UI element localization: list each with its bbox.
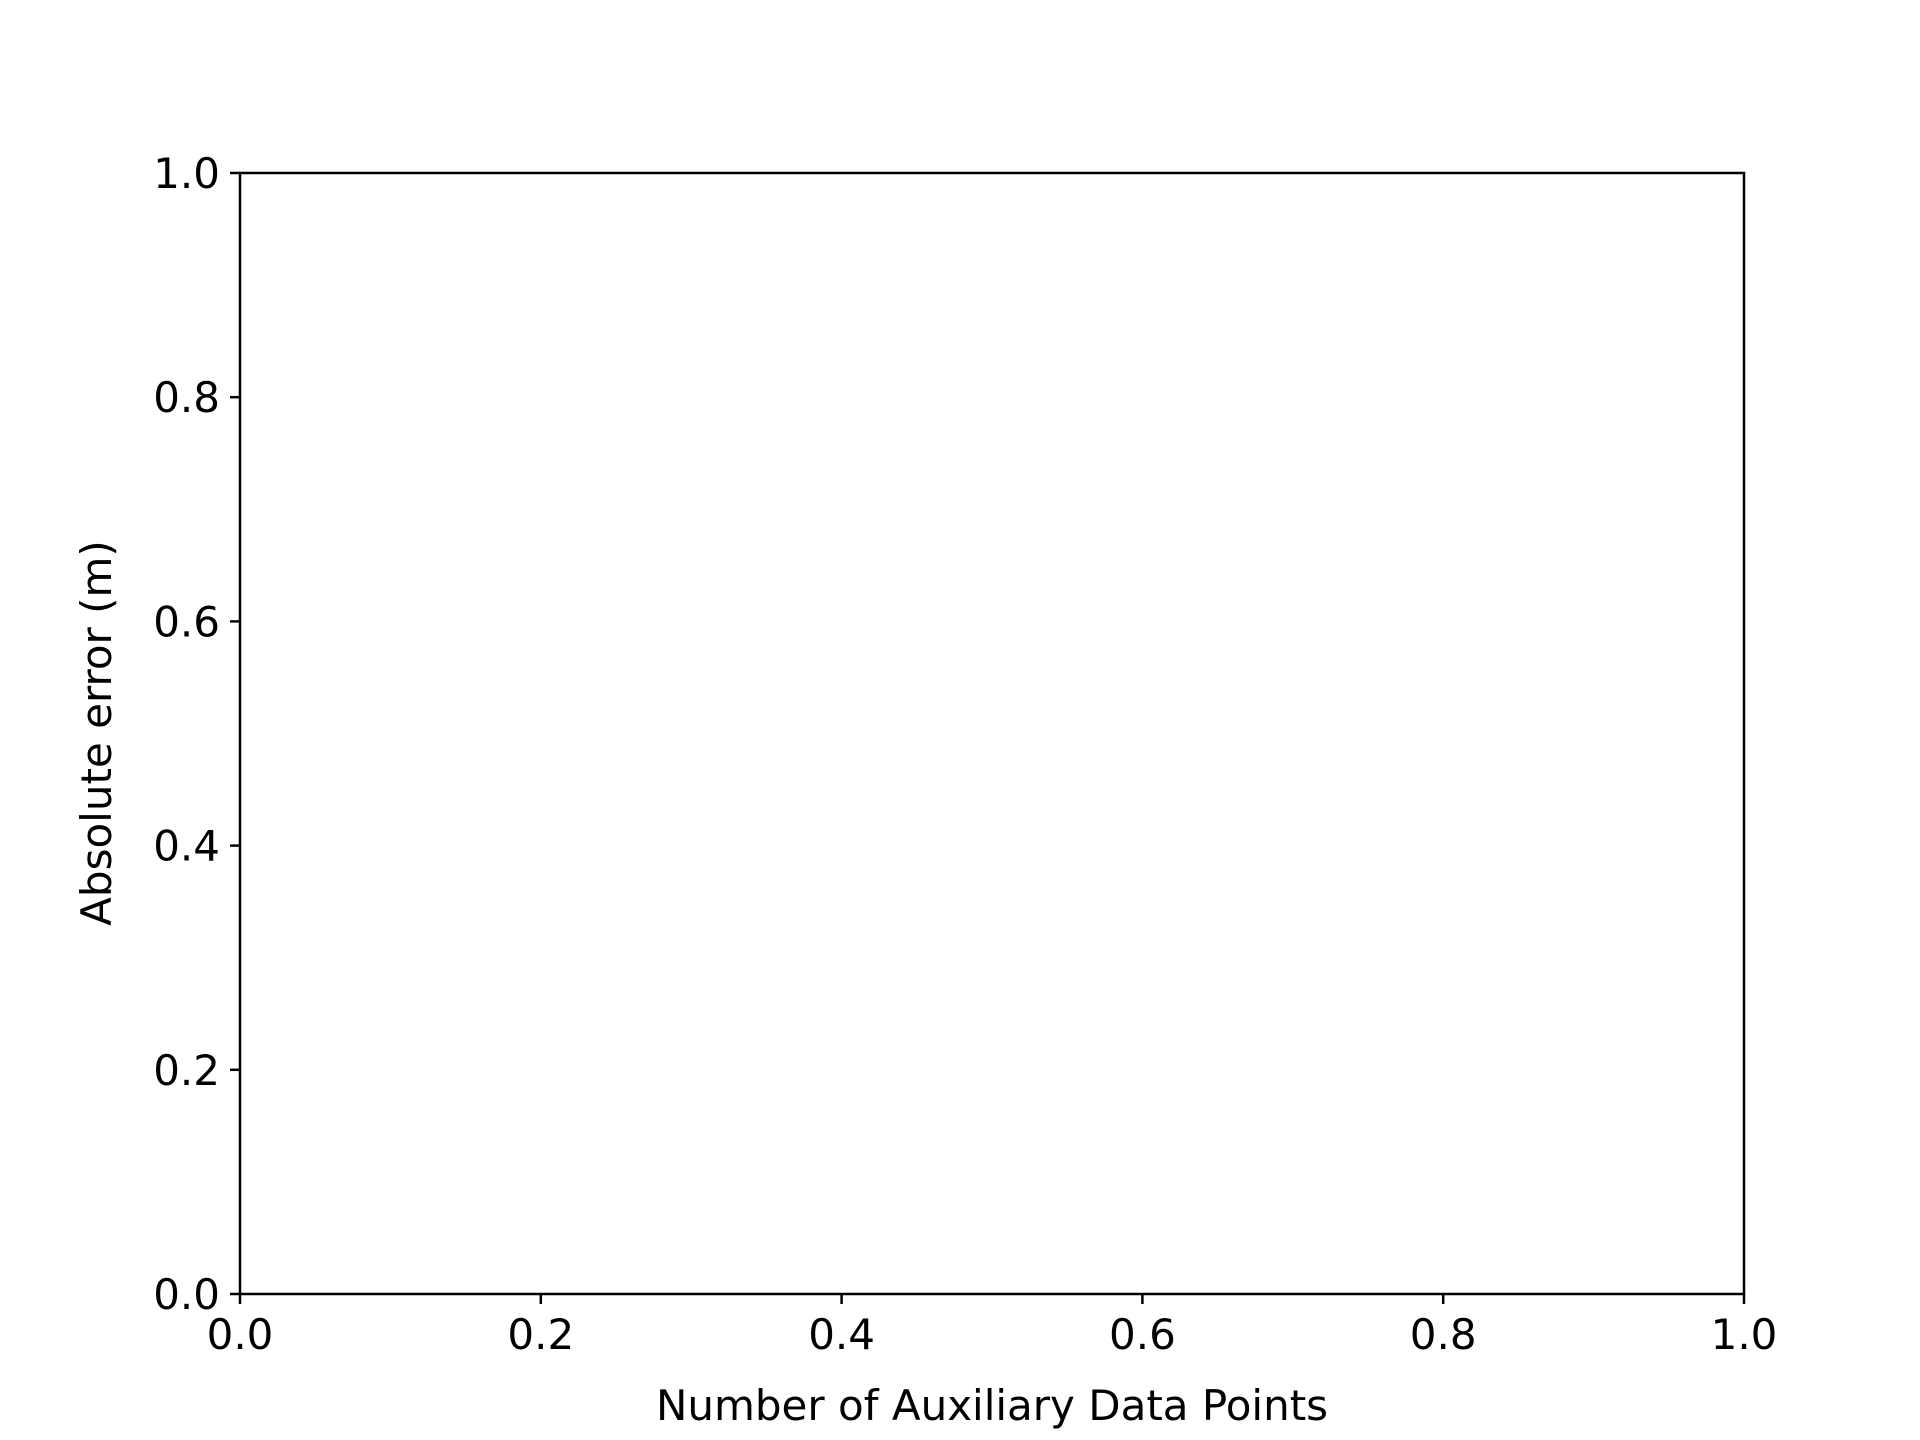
y-tick-label: 0.2 bbox=[153, 1046, 220, 1095]
y-tick-label: 0.8 bbox=[153, 373, 220, 422]
plot-area bbox=[240, 173, 1744, 1294]
y-tick-label: 0.4 bbox=[153, 822, 220, 871]
x-tick-label: 0.4 bbox=[808, 1310, 875, 1359]
x-tick-label: 0.6 bbox=[1109, 1310, 1176, 1359]
x-tick-label: 0.2 bbox=[507, 1310, 574, 1359]
y-axis-ticks: 0.0 0.2 0.4 0.6 0.8 1.0 bbox=[153, 149, 240, 1319]
axes-frame bbox=[238, 171, 1746, 1296]
x-tick-label: 1.0 bbox=[1711, 1310, 1778, 1359]
x-axis-label: Number of Auxiliary Data Points bbox=[656, 1381, 1328, 1430]
y-tick-label: 0.6 bbox=[153, 597, 220, 646]
y-axis-label: Absolute error (m) bbox=[72, 540, 121, 926]
y-tick-label: 0.0 bbox=[153, 1270, 220, 1319]
x-tick-label: 0.8 bbox=[1410, 1310, 1477, 1359]
y-tick-label: 1.0 bbox=[153, 149, 220, 198]
x-tick-label: 0.0 bbox=[207, 1310, 274, 1359]
x-axis-ticks: 0.0 0.2 0.4 0.6 0.8 1.0 bbox=[207, 1294, 1778, 1359]
